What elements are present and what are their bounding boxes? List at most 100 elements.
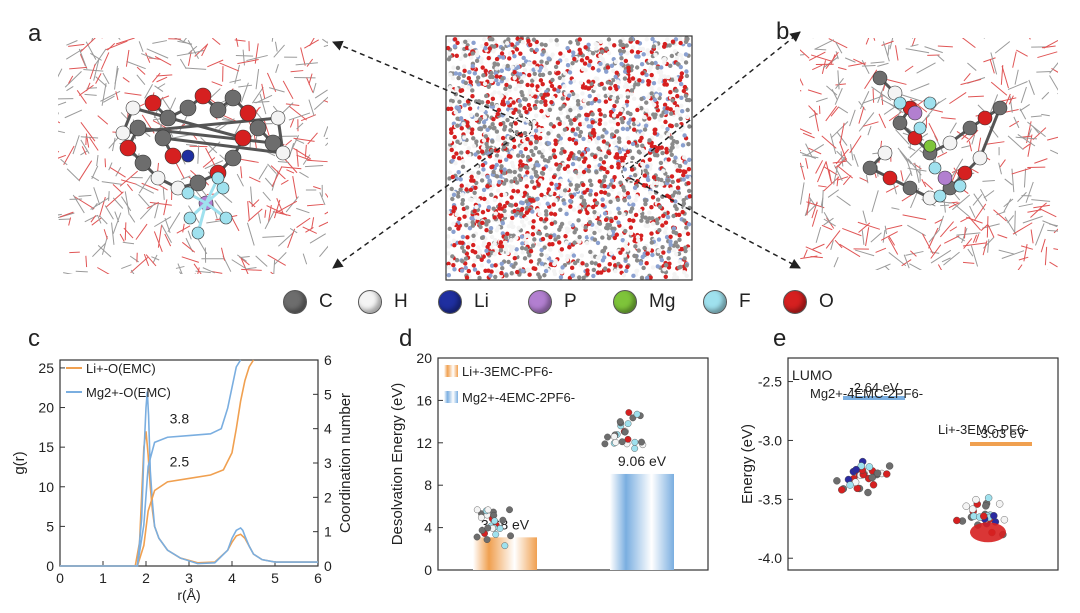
sim-atom [503,178,509,183]
p-atom [937,170,953,186]
sim-atom [471,237,477,243]
sim-atom [640,143,645,148]
sim-atom [522,130,528,136]
sim-atom [662,78,668,83]
sim-atom [613,215,619,221]
wire-bond [76,90,87,104]
sim-atom [478,224,483,230]
wire-bond [180,155,186,165]
sim-atom [561,192,567,197]
sim-atom [484,218,489,224]
sim-atom [663,220,669,225]
sim-atom [677,163,683,169]
wire-bond [313,96,328,111]
x-tick-label: 4 [228,570,236,586]
sim-atom [556,70,561,75]
sim-atom [460,259,465,264]
sim-atom [590,130,595,135]
wire-bond [849,135,862,154]
sim-atom [544,253,550,258]
sim-atom [666,74,671,80]
cluster-atom [624,435,632,443]
sim-atom [642,245,647,251]
bar-value-label: 9.06 eV [618,453,667,469]
sim-atom [462,214,467,219]
wire-bond [158,95,170,101]
sim-atom [503,92,509,97]
sim-atom [503,86,508,92]
wire-bond [829,133,837,155]
sim-atom [618,94,624,99]
sim-atom [475,254,481,260]
sim-atom [458,116,464,121]
legend-swatch [444,365,458,377]
sim-atom [518,149,524,155]
sim-atom [609,63,615,68]
orbital-atom [885,462,894,470]
cluster-atom [631,445,639,452]
sim-atom [608,199,613,205]
wire-bond [987,239,990,253]
sim-atom [533,169,539,175]
cluster-atom [631,438,639,446]
y2-tick-label: 4 [324,421,332,437]
wire-bond [306,58,314,67]
arrow-to-b-top [629,31,801,169]
sim-atom [544,60,550,66]
wire-bond [145,52,151,63]
series-line [60,359,242,567]
sim-atom [674,88,679,93]
wire-bond [185,67,207,70]
wire-bond [1011,168,1015,193]
wire-bond [1007,135,1024,151]
sim-atom [549,190,554,196]
sim-atom [500,265,505,271]
wire-bond [814,39,835,50]
sim-atom [494,174,500,179]
wire-bond [833,165,839,185]
sim-atom [508,169,513,174]
wire-bond [309,233,326,244]
sim-atom [686,180,691,186]
sim-atom [449,147,454,153]
sim-atom [521,74,526,79]
sim-atom [498,198,504,204]
sim-atom [457,99,462,104]
sim-atom [484,93,489,99]
sim-atom [481,192,486,198]
sim-atom [606,235,612,241]
sim-atom [463,141,468,147]
sim-atom [520,250,525,255]
sim-atom [644,37,649,42]
wire-bond [152,40,168,44]
sim-atom [587,178,593,184]
sim-atom [525,154,531,160]
sim-atom [492,61,497,66]
sim-atom [492,44,497,49]
wire-bond [220,247,226,261]
wire-bond [870,232,882,243]
wire-bond [835,51,839,60]
sim-atom [457,216,462,222]
wire-bond [58,130,65,134]
wire-bond [97,214,102,224]
sim-atom [491,169,496,175]
sim-atom [581,201,586,206]
sim-atom [535,196,540,202]
wire-bond [1050,149,1058,155]
sim-atom [656,248,661,254]
sim-atom [548,234,553,240]
sim-atom [507,51,513,56]
wire-bond [928,108,944,113]
sim-atom [683,60,689,65]
sim-atom [538,78,544,83]
sim-atom [596,93,601,98]
sim-atom [501,144,507,149]
wire-bond [302,253,308,265]
y-tick-label: -3.5 [758,491,782,507]
wire-bond [862,94,885,104]
sim-atom [450,76,456,81]
sim-atom [619,56,624,61]
wire-bond [80,139,90,154]
y-tick-label: 4 [424,520,432,536]
